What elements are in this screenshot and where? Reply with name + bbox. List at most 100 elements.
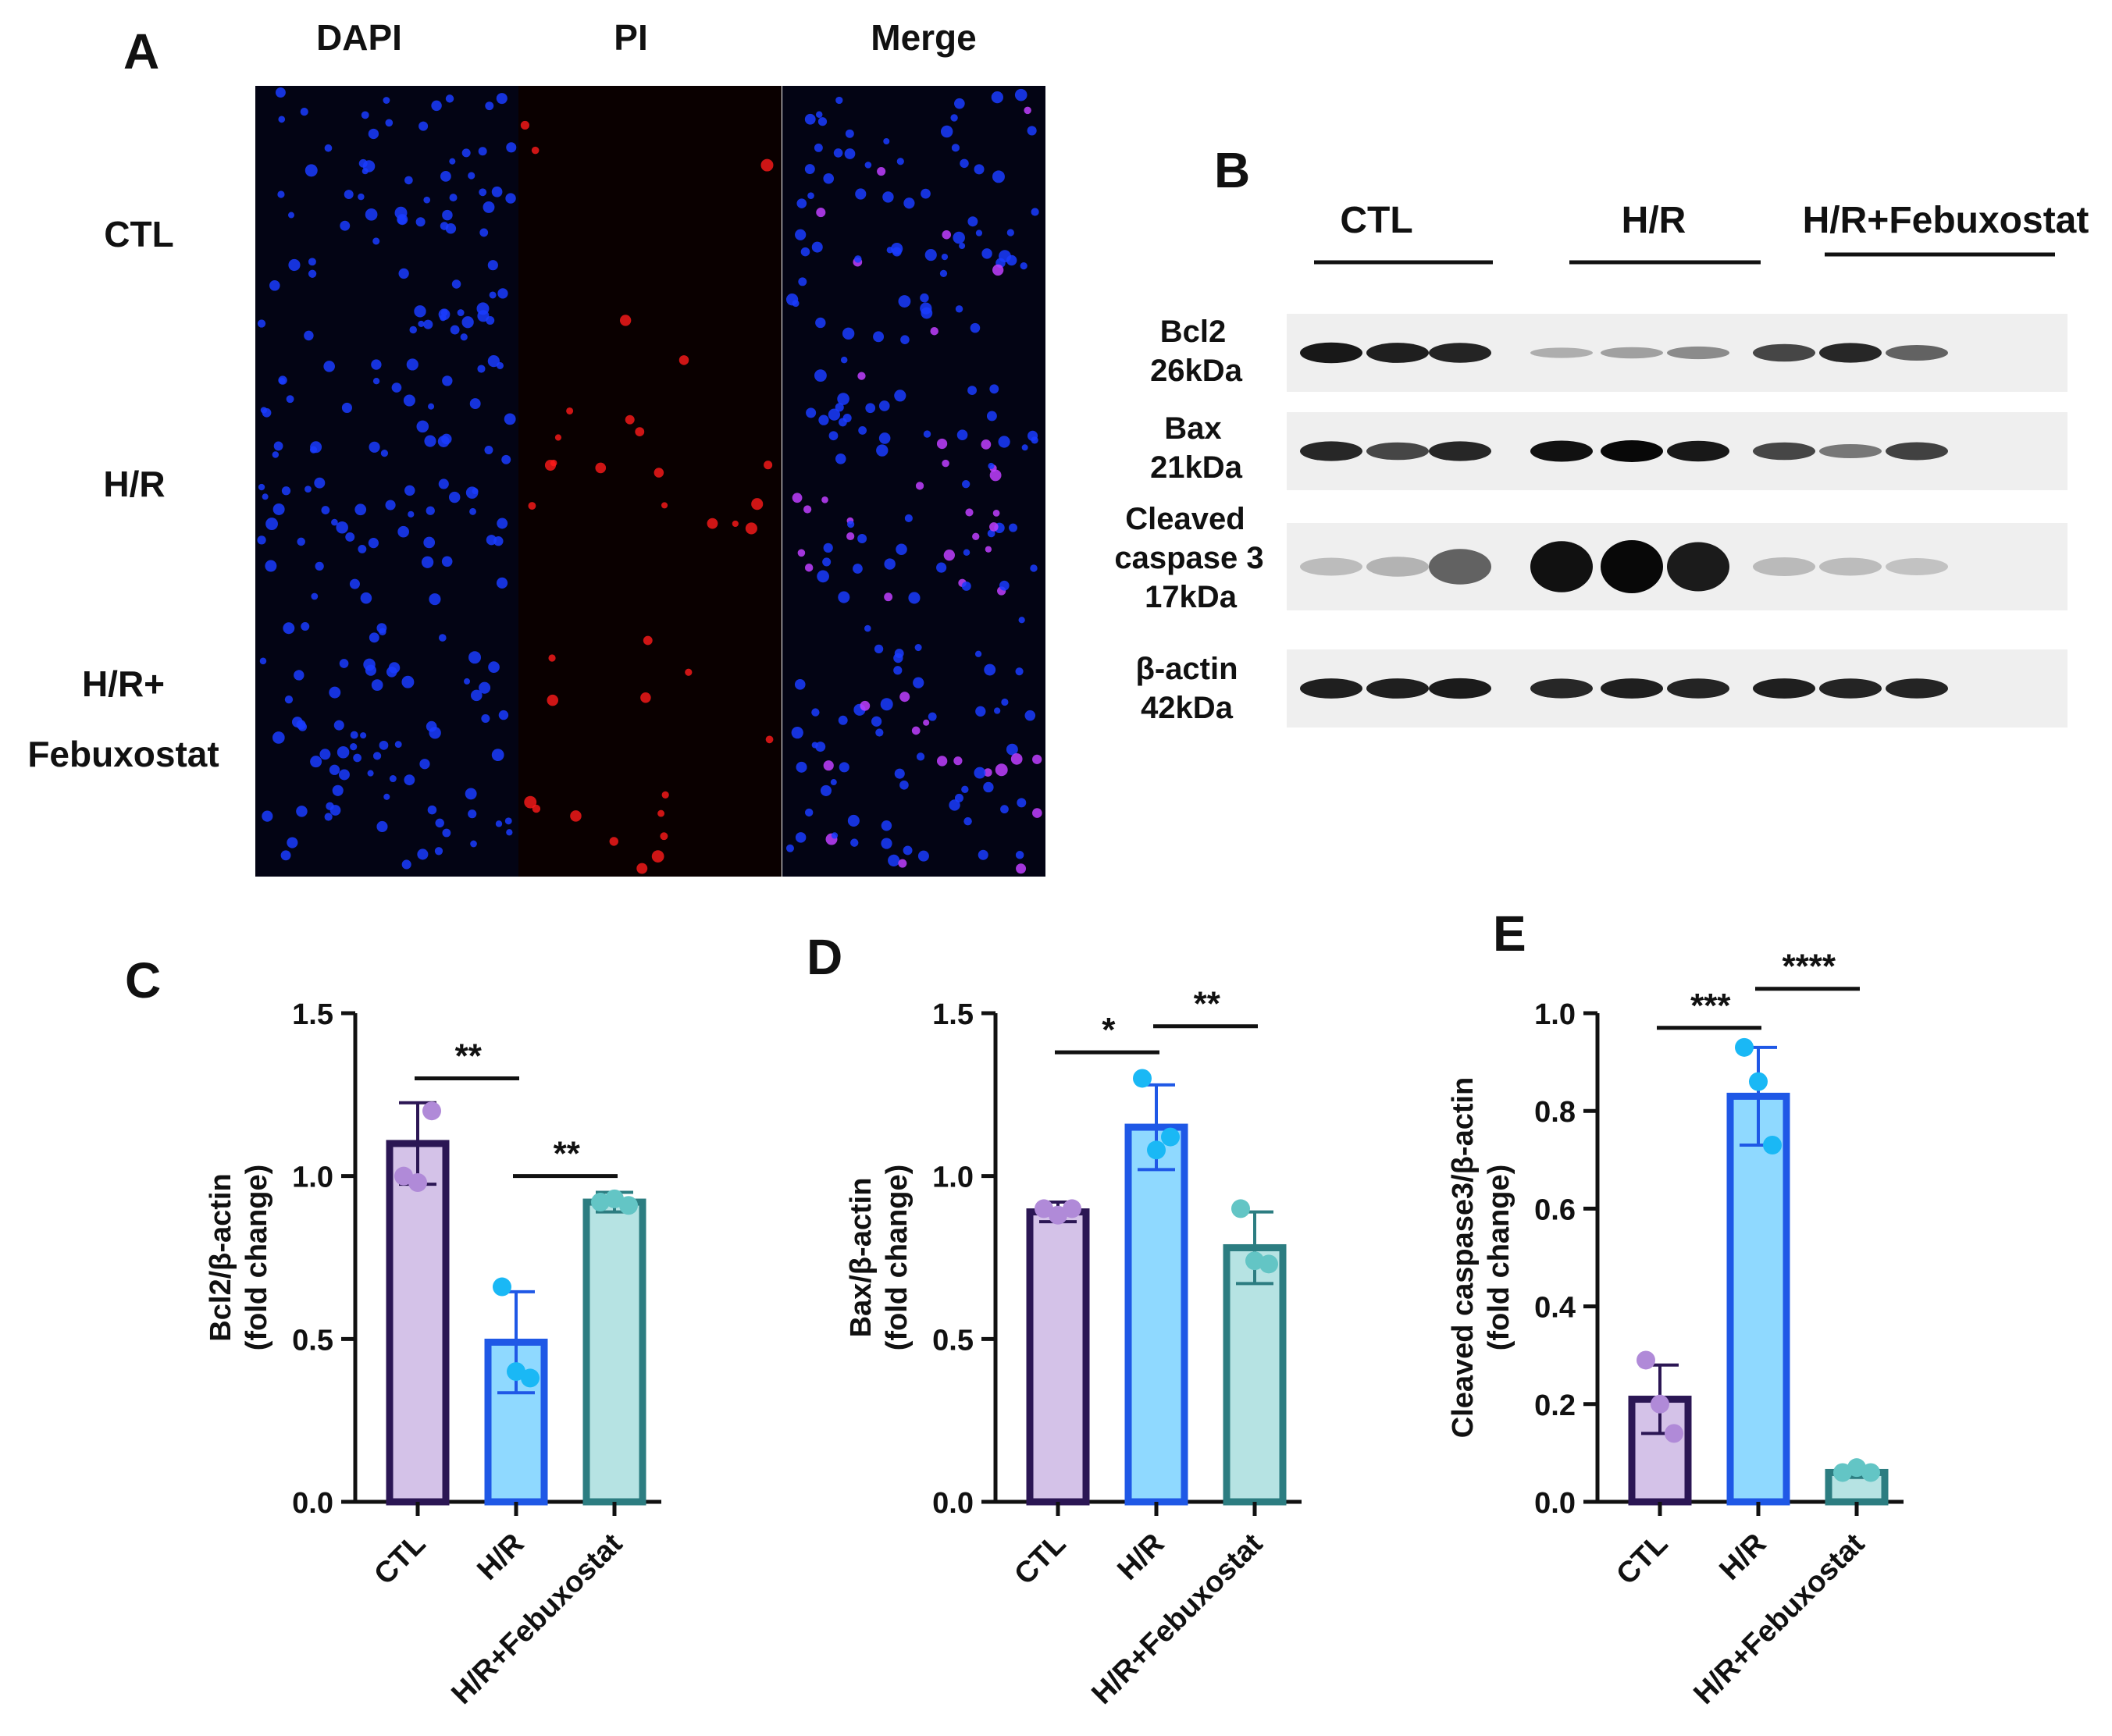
y-axis-label: Bax/β-actin: [845, 1178, 878, 1338]
micrograph-dapi-row1: [255, 86, 518, 350]
blot-band: [1886, 442, 1948, 461]
row-label-hr-plus: H/R+: [82, 663, 165, 704]
y-tick-label: 1.0: [1534, 998, 1576, 1031]
blot-band: [1819, 443, 1882, 459]
blot-label-bax: Bax: [1164, 411, 1221, 446]
data-point: [422, 1101, 441, 1121]
blot-band: [1667, 542, 1729, 592]
data-point: [1049, 1205, 1067, 1225]
blot-band: [1366, 557, 1429, 577]
blot-band: [1530, 440, 1593, 462]
y-tick-label: 0.5: [292, 1324, 333, 1357]
micrograph-pi-row1: [518, 86, 782, 350]
blot-group-hr-febuxostat: H/R+Febuxostat: [1803, 200, 2089, 241]
bar: [582, 1198, 646, 1506]
x-tick-label: H/R: [1713, 1528, 1772, 1587]
data-point: [1161, 1127, 1180, 1147]
blot-band: [1753, 678, 1815, 699]
blot-band: [1300, 441, 1362, 461]
blot-strip-1: [1287, 314, 2067, 392]
blot-group-ctl: CTL: [1340, 200, 1412, 241]
blot-band: [1300, 678, 1362, 699]
significance-stars: *: [1100, 1011, 1115, 1049]
row-label-hr: H/R: [103, 464, 165, 504]
blot-band: [1819, 678, 1882, 699]
blot-size-caspase3: 17kDa: [1145, 580, 1238, 614]
blot-label-cleaved: Cleaved: [1125, 502, 1245, 536]
blot-band: [1667, 346, 1729, 360]
blot-band: [1530, 347, 1593, 358]
y-tick-label: 1.5: [932, 998, 974, 1031]
blot-band: [1886, 678, 1948, 699]
bar-chart-bcl2: 0.0 0.5 1.0 1.5 Bcl2/β-actin (fold change) CTL…: [205, 998, 661, 1711]
significance-stars: **: [552, 1135, 580, 1173]
x-tick-label: H/R+Febuxostat: [445, 1527, 629, 1710]
x-tick-label: H/R+Febuxostat: [1085, 1527, 1269, 1710]
y-tick-label: 1.5: [292, 998, 333, 1031]
blot-size-actin: 42kDa: [1141, 691, 1234, 725]
data-point: [1259, 1254, 1278, 1274]
blot-band: [1886, 558, 1948, 575]
significance-stars: ****: [1781, 948, 1836, 986]
significance-stars: ***: [1689, 987, 1730, 1025]
blot-label-caspase3: caspase 3: [1114, 541, 1263, 575]
blot-band: [1429, 441, 1491, 461]
data-point: [1833, 1463, 1852, 1482]
data-point: [521, 1368, 540, 1388]
blot-size-bcl2: 26kDa: [1150, 354, 1243, 388]
data-point: [1735, 1037, 1754, 1057]
micrograph-dapi-row3: [255, 613, 518, 877]
bar: [386, 1140, 450, 1506]
micrograph-pi-row2: [518, 350, 782, 614]
data-point: [1637, 1350, 1655, 1370]
y-axis-label-unit: (fold change): [240, 1165, 273, 1351]
y-tick-label: 1.0: [292, 1161, 333, 1194]
row-label-ctl: CTL: [104, 214, 173, 254]
blot-label-bcl2: Bcl2: [1160, 315, 1227, 349]
y-tick-label: 0.6: [1534, 1194, 1576, 1226]
blot-band: [1429, 343, 1491, 363]
panel-letter-d: D: [807, 929, 842, 985]
row-label-febuxostat: Febuxostat: [27, 734, 219, 774]
blot-band: [1667, 440, 1729, 462]
blot-band: [1366, 442, 1429, 461]
y-axis-label: Cleaved caspase3/β-actin: [1447, 1077, 1480, 1439]
data-point: [1651, 1394, 1669, 1414]
blot-band: [1753, 557, 1815, 576]
data-point: [493, 1277, 511, 1297]
data-point: [1749, 1072, 1768, 1091]
blot-band: [1366, 343, 1429, 363]
panel-letter-b: B: [1214, 142, 1250, 198]
panel-letter-e: E: [1493, 905, 1526, 962]
y-tick-label: 0.2: [1534, 1389, 1576, 1422]
bar: [1726, 1092, 1790, 1506]
x-tick-label: H/R: [471, 1528, 530, 1587]
blot-band: [1819, 557, 1882, 576]
micrograph-pi-row3: [518, 613, 782, 877]
y-axis-label: Bcl2/β-actin: [205, 1173, 237, 1341]
y-axis-label-unit: (fold change): [881, 1165, 914, 1351]
blot-band: [1530, 541, 1593, 592]
data-point: [394, 1166, 413, 1186]
y-tick-label: 0.0: [1534, 1487, 1576, 1520]
data-point: [507, 1362, 525, 1382]
column-label-dapi: DAPI: [316, 17, 402, 58]
blot-size-bax: 21kDa: [1150, 450, 1243, 485]
microscopy-panel: DAPI PI Merge CTL H/R H/R+ Febuxostat: [27, 17, 1045, 877]
blot-band: [1667, 678, 1729, 699]
blot-band: [1601, 540, 1663, 593]
blot-band: [1819, 343, 1882, 363]
blot-band: [1300, 557, 1362, 576]
y-tick-label: 0.8: [1534, 1096, 1576, 1129]
blot-band: [1601, 678, 1663, 699]
western-blot-panel: CTL H/R H/R+Febuxostat Bcl2 26kDa Bax 21…: [1114, 200, 2089, 727]
data-point: [591, 1193, 610, 1212]
x-tick-label: CTL: [1008, 1528, 1072, 1592]
blot-band: [1886, 345, 1948, 361]
x-tick-label: CTL: [368, 1528, 432, 1592]
micrograph-merge-row2: [782, 350, 1045, 614]
data-point: [1763, 1136, 1782, 1155]
data-point: [619, 1196, 638, 1215]
